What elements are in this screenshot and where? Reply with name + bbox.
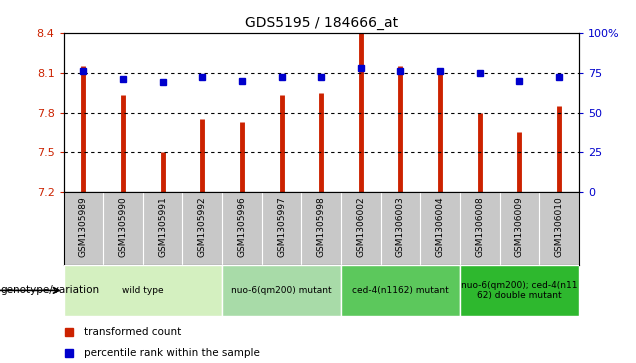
Title: GDS5195 / 184666_at: GDS5195 / 184666_at bbox=[245, 16, 398, 30]
Text: GSM1305989: GSM1305989 bbox=[79, 196, 88, 257]
Text: GSM1306004: GSM1306004 bbox=[436, 196, 445, 257]
Text: ced-4(n1162) mutant: ced-4(n1162) mutant bbox=[352, 286, 449, 295]
Text: transformed count: transformed count bbox=[84, 327, 181, 337]
Text: nuo-6(qm200) mutant: nuo-6(qm200) mutant bbox=[232, 286, 332, 295]
Text: percentile rank within the sample: percentile rank within the sample bbox=[84, 348, 260, 358]
Text: GSM1306008: GSM1306008 bbox=[475, 196, 484, 257]
Text: GSM1305990: GSM1305990 bbox=[118, 196, 128, 257]
Text: GSM1305998: GSM1305998 bbox=[317, 196, 326, 257]
Bar bbox=[222, 265, 341, 316]
Text: GSM1305992: GSM1305992 bbox=[198, 196, 207, 257]
Bar bbox=[341, 265, 460, 316]
Text: GSM1306003: GSM1306003 bbox=[396, 196, 405, 257]
Bar bbox=[64, 265, 222, 316]
Bar bbox=[460, 265, 579, 316]
Text: GSM1305996: GSM1305996 bbox=[237, 196, 246, 257]
Text: genotype/variation: genotype/variation bbox=[0, 285, 99, 295]
Text: GSM1305997: GSM1305997 bbox=[277, 196, 286, 257]
Text: GSM1306010: GSM1306010 bbox=[555, 196, 563, 257]
Text: nuo-6(qm200); ced-4(n11
62) double mutant: nuo-6(qm200); ced-4(n11 62) double mutan… bbox=[461, 281, 577, 300]
Text: GSM1306002: GSM1306002 bbox=[356, 196, 365, 257]
Text: GSM1305991: GSM1305991 bbox=[158, 196, 167, 257]
Text: GSM1306009: GSM1306009 bbox=[515, 196, 524, 257]
Text: wild type: wild type bbox=[122, 286, 163, 295]
